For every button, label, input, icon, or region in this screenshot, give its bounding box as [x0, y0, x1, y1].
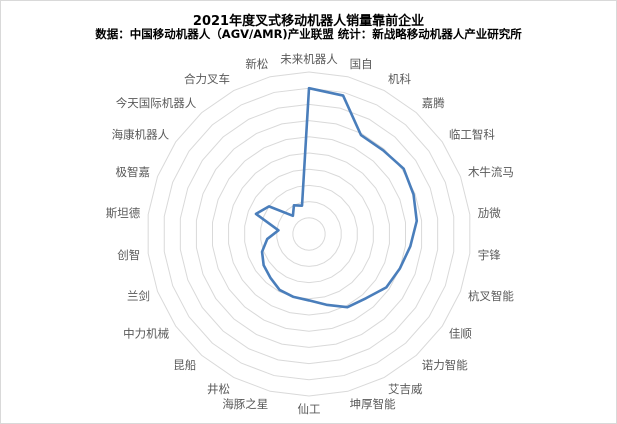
category-label: 机科 [388, 72, 411, 86]
category-label: 劢微 [478, 206, 501, 220]
chart-title: 2021年度叉式移动机器人销量靠前企业 [192, 14, 425, 29]
category-label: 兰剑 [127, 289, 150, 303]
grid-ring [212, 136, 406, 332]
grid-ring [147, 71, 471, 397]
category-label: 木牛流马 [468, 165, 514, 179]
grid-ring [260, 184, 358, 284]
category-label: 诺力智能 [422, 358, 468, 372]
category-label: 海康机器人 [112, 128, 170, 142]
category-label: 海豚之星 [222, 397, 268, 411]
grid-ring [276, 201, 342, 267]
category-label: 艾吉威 [388, 382, 423, 396]
category-label: 斯坦德 [106, 206, 141, 220]
category-label: 中力机械 [123, 326, 169, 340]
category-label: 嘉腾 [422, 96, 445, 110]
category-label: 昆船 [173, 358, 196, 372]
category-label: 佳顺 [449, 326, 472, 340]
category-label: 创智 [117, 248, 140, 262]
chart-subtitle: 数据：中国移动机器人（AGV/AMR)产业联盟 统计：新战略移动机器人产业研究所 [95, 27, 522, 41]
category-label: 井松 [207, 382, 230, 396]
category-label: 杭叉智能 [468, 289, 514, 303]
category-label: 极智嘉 [116, 165, 151, 179]
category-label: 新松 [245, 57, 268, 71]
grid-ring [228, 152, 390, 316]
category-label: 宇锋 [478, 248, 501, 262]
category-label: 未来机器人 [280, 52, 338, 66]
category-label: 临工智科 [449, 128, 495, 142]
category-label: 仙工 [298, 402, 321, 416]
grid-ring [179, 103, 439, 365]
category-label: 坤厚智能 [350, 397, 396, 411]
grid-ring [244, 168, 374, 300]
grid-ring [163, 87, 455, 381]
category-label: 合力叉车 [184, 72, 230, 86]
category-label: 国自 [350, 57, 373, 71]
category-label: 今天国际机器人 [116, 96, 197, 110]
grid-ring [292, 217, 326, 251]
